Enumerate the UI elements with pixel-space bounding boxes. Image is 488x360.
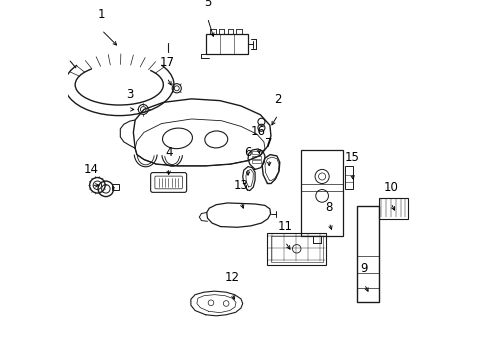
- Text: 12: 12: [224, 271, 239, 284]
- Text: 17: 17: [159, 56, 174, 69]
- Text: 16: 16: [250, 125, 265, 138]
- Text: 6: 6: [244, 146, 251, 159]
- Bar: [379, 198, 407, 219]
- Text: 3: 3: [126, 87, 133, 100]
- Text: 7: 7: [265, 137, 272, 150]
- Text: 14: 14: [83, 163, 98, 176]
- Text: 9: 9: [360, 262, 367, 275]
- Bar: [112, 184, 118, 190]
- Bar: [345, 166, 352, 189]
- Text: 4: 4: [164, 146, 172, 159]
- Bar: [270, 236, 322, 262]
- Text: 1: 1: [98, 8, 105, 21]
- Bar: [267, 233, 325, 265]
- Text: 11: 11: [277, 220, 292, 233]
- Bar: [251, 151, 261, 154]
- Text: 8: 8: [325, 201, 332, 213]
- Bar: [251, 160, 261, 163]
- Text: 5: 5: [203, 0, 211, 9]
- Bar: [251, 156, 261, 159]
- Bar: [300, 150, 343, 237]
- Bar: [205, 35, 247, 54]
- Text: 2: 2: [274, 93, 281, 106]
- Text: 13: 13: [233, 179, 248, 192]
- Text: 15: 15: [344, 151, 359, 164]
- Text: 10: 10: [383, 181, 398, 194]
- Bar: [357, 207, 379, 302]
